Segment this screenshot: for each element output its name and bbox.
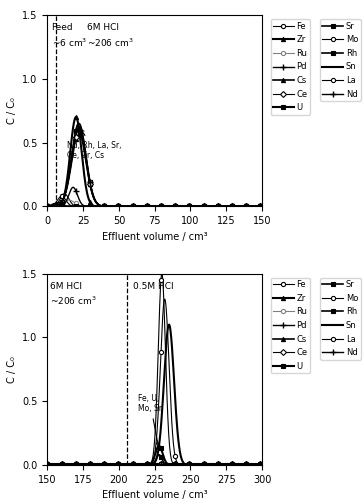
- Text: ~206 cm$^3$: ~206 cm$^3$: [50, 295, 97, 308]
- Text: 0.5M HCl: 0.5M HCl: [133, 282, 174, 291]
- Text: ~6 cm$^3$: ~6 cm$^3$: [52, 36, 87, 49]
- Text: 6M HCl: 6M HCl: [87, 24, 119, 32]
- Text: 6M HCl: 6M HCl: [50, 282, 82, 291]
- Y-axis label: C / C₀: C / C₀: [7, 98, 17, 124]
- Legend: Sr, Mo, Rh, Sn, La, Nd: Sr, Mo, Rh, Sn, La, Nd: [320, 278, 361, 359]
- Text: Feed: Feed: [52, 24, 73, 32]
- X-axis label: Effluent volume / cm³: Effluent volume / cm³: [102, 490, 207, 500]
- Legend: Sr, Mo, Rh, Sn, La, Nd: Sr, Mo, Rh, Sn, La, Nd: [320, 19, 361, 101]
- Y-axis label: C / C₀: C / C₀: [7, 356, 17, 382]
- Text: Nd, Rh, La, Sr,
Ce, Zr, Cs: Nd, Rh, La, Sr, Ce, Zr, Cs: [67, 130, 122, 160]
- X-axis label: Effluent volume / cm³: Effluent volume / cm³: [102, 232, 207, 242]
- Text: ~206 cm$^3$: ~206 cm$^3$: [87, 36, 134, 49]
- Text: Fe, U,
Mo, Sn: Fe, U, Mo, Sn: [138, 394, 163, 446]
